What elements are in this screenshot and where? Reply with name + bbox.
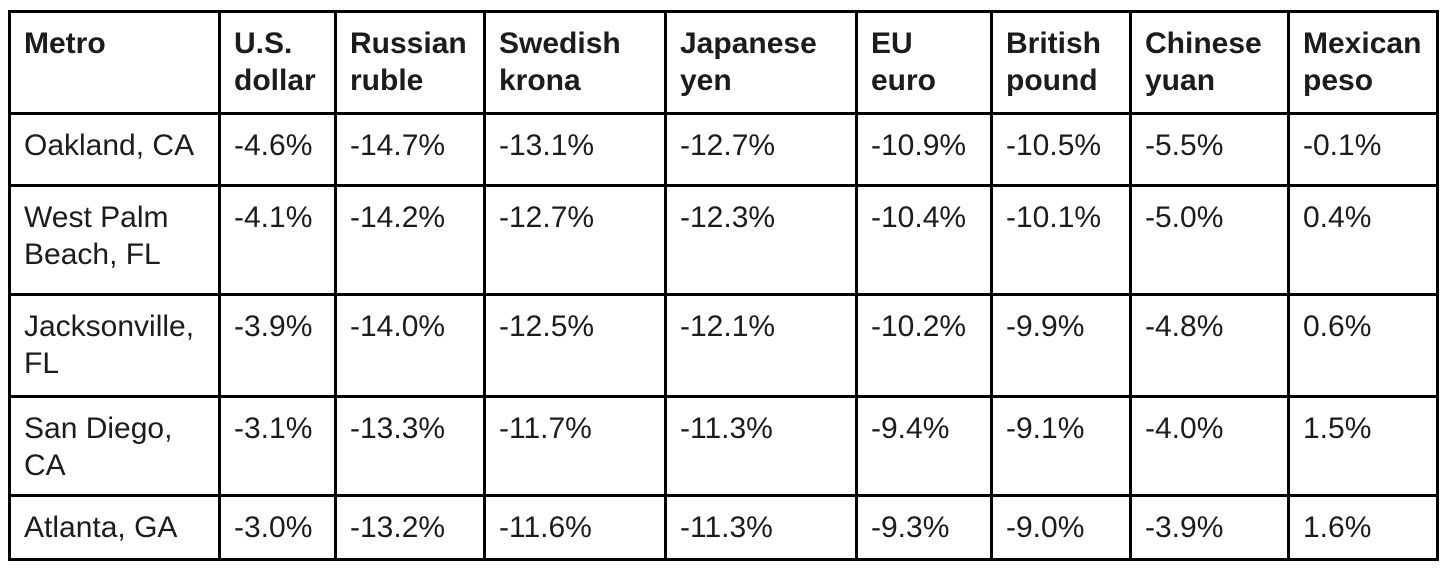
value-cell: -4.0% [1129,395,1290,497]
currency-change-table: Metro U.S. dollar Russian ruble Swedish kro… [8,10,1439,561]
value-cell: -9.3% [855,494,993,561]
column-header-label: U.S. dollar [234,27,316,97]
value-cell: -10.1% [990,184,1132,296]
value-cell: 1.5% [1287,395,1439,497]
value-cell: -0.1% [1287,112,1439,187]
column-header-metro: Metro [8,10,221,115]
column-header-eu-euro: EU euro [855,10,993,115]
column-header-japanese-yen: Japanese yen [664,10,858,115]
value-cell: -14.0% [334,293,486,398]
value-cell: -10.9% [855,112,993,187]
metro-cell: Atlanta, GA [8,494,221,561]
metro-cell: San Diego, CA [8,395,221,497]
metro-cell: Oakland, CA [8,112,221,187]
value-cell: -4.6% [218,112,337,187]
value-cell: -4.1% [218,184,337,296]
table-header: Metro U.S. dollar Russian ruble Swedish kro… [8,10,1439,115]
value-cell: -14.7% [334,112,486,187]
column-header-mexican-peso: Mexican peso [1287,10,1439,115]
value-cell: -11.6% [483,494,667,561]
table-row: West Palm Beach, FL -4.1% -14.2% -12.7% -12.… [8,184,1439,296]
value-cell: -10.4% [855,184,993,296]
value-cell: -5.0% [1129,184,1290,296]
column-header-swedish-krona: Swedish krona [483,10,667,115]
column-header-label: Mexican peso [1303,27,1422,97]
column-header-label: Swedish krona [499,27,621,97]
column-header-russian-ruble: Russian ruble [334,10,486,115]
column-header-label: EU euro [871,27,937,97]
value-cell: -12.7% [664,112,858,187]
value-cell: 0.6% [1287,293,1439,398]
value-cell: -9.4% [855,395,993,497]
column-header-label: Russian ruble [350,27,467,97]
value-cell: -10.2% [855,293,993,398]
metro-cell: Jacksonville, FL [8,293,221,398]
value-cell: -10.5% [990,112,1132,187]
value-cell: -13.2% [334,494,486,561]
value-cell: -12.5% [483,293,667,398]
table-row: Atlanta, GA -3.0% -13.2% -11.6% -11.3% -9.3% -… [8,494,1439,561]
table-row: San Diego, CA -3.1% -13.3% -11.7% -11.3% -9.4… [8,395,1439,497]
value-cell: -3.9% [218,293,337,398]
table-row: Oakland, CA -4.6% -14.7% -13.1% -12.7% -10.9%… [8,112,1439,187]
column-header-british-pound: British pound [990,10,1132,115]
header-row: Metro U.S. dollar Russian ruble Swedish kro… [8,10,1439,115]
metro-cell: West Palm Beach, FL [8,184,221,296]
value-cell: -11.3% [664,395,858,497]
value-cell: -13.3% [334,395,486,497]
value-cell: -9.9% [990,293,1132,398]
value-cell: -5.5% [1129,112,1290,187]
value-cell: -12.3% [664,184,858,296]
table-row: Jacksonville, FL -3.9% -14.0% -12.5% -12.1% -… [8,293,1439,398]
value-cell: -3.0% [218,494,337,561]
value-cell: -12.7% [483,184,667,296]
value-cell: -9.0% [990,494,1132,561]
column-header-u-s-dollar: U.S. dollar [218,10,337,115]
value-cell: 1.6% [1287,494,1439,561]
value-cell: 0.4% [1287,184,1439,296]
column-header-chinese-yuan: Chinese yuan [1129,10,1290,115]
value-cell: -12.1% [664,293,858,398]
column-header-label: British pound [1006,27,1102,97]
column-header-label: Metro [24,27,106,60]
value-cell: -11.3% [664,494,858,561]
column-header-label: Chinese yuan [1145,27,1262,97]
column-header-label: Japanese yen [680,27,817,97]
value-cell: -11.7% [483,395,667,497]
table-body: Oakland, CA -4.6% -14.7% -13.1% -12.7% -10.9%… [8,112,1439,561]
value-cell: -3.1% [218,395,337,497]
value-cell: -14.2% [334,184,486,296]
value-cell: -3.9% [1129,494,1290,561]
value-cell: -13.1% [483,112,667,187]
value-cell: -4.8% [1129,293,1290,398]
value-cell: -9.1% [990,395,1132,497]
